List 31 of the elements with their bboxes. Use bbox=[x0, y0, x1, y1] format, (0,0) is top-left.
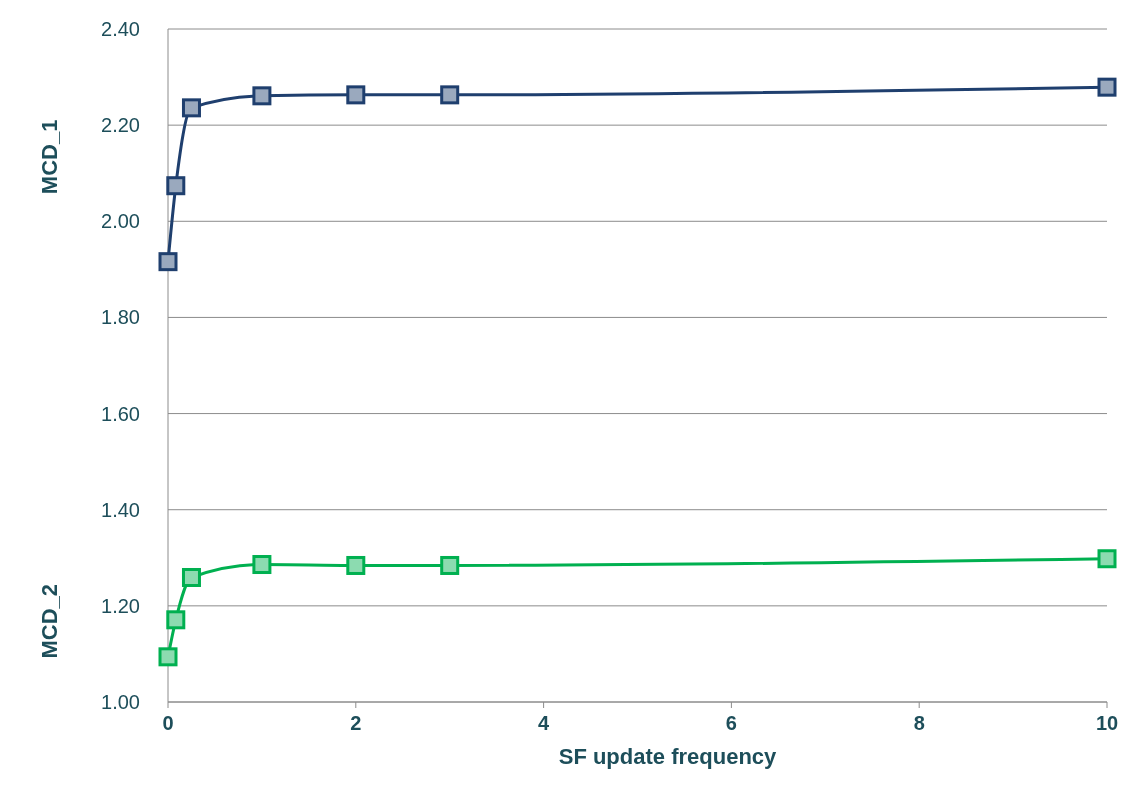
point bbox=[158, 252, 178, 272]
x-tick-label: 4 bbox=[538, 712, 551, 734]
y-tick-label: 1.20 bbox=[101, 594, 140, 617]
y-tick-label: 1.80 bbox=[101, 306, 140, 329]
x-tick-label: 6 bbox=[725, 712, 737, 734]
x-tick-label: 8 bbox=[913, 712, 925, 734]
y-tick-label: 2.20 bbox=[101, 114, 140, 137]
point bbox=[440, 85, 460, 105]
y-tick-label: 2.40 bbox=[101, 18, 140, 40]
y-tick-label: 1.00 bbox=[101, 691, 140, 713]
point bbox=[181, 98, 201, 118]
text: MCD_2 bbox=[37, 583, 62, 659]
point bbox=[158, 647, 178, 667]
x-tick-label: 2 bbox=[350, 712, 362, 734]
point bbox=[346, 85, 366, 105]
y-tick-label: 2.00 bbox=[101, 210, 140, 233]
point bbox=[166, 176, 186, 196]
point bbox=[1097, 549, 1117, 569]
point bbox=[166, 610, 186, 630]
x-tick-label: 10 bbox=[1095, 712, 1119, 734]
point bbox=[181, 568, 201, 587]
point bbox=[1097, 77, 1117, 97]
x-axis-title: SF update frequency bbox=[558, 744, 778, 769]
y-axis-title: MCD_1 bbox=[37, 119, 62, 195]
point bbox=[252, 555, 272, 575]
y-tick-label: 1.40 bbox=[101, 498, 140, 521]
y-tick-label: 1.60 bbox=[101, 402, 140, 425]
x-tick-label: 0 bbox=[162, 712, 174, 734]
point bbox=[346, 555, 366, 575]
point bbox=[440, 555, 460, 575]
point bbox=[252, 86, 272, 106]
